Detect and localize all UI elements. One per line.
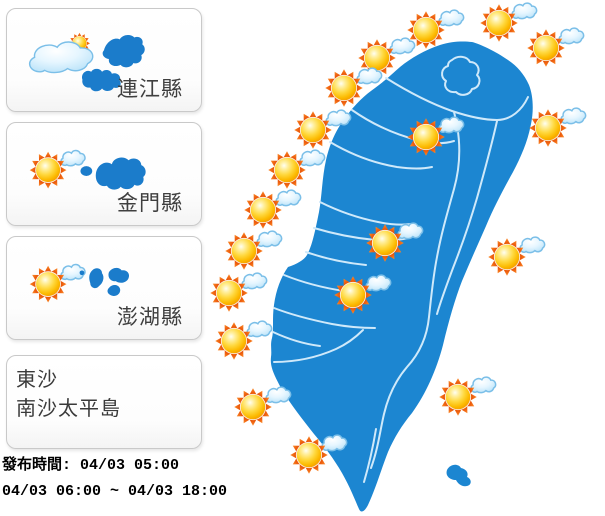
sunny-with-cloud-icon	[526, 27, 585, 68]
sunny-with-cloud-icon	[487, 236, 546, 277]
valid-period-line: 04/03 06:00 ~ 04/03 18:00	[2, 483, 228, 500]
sunny-with-cloud-icon	[28, 149, 86, 190]
island-box-label: 連江縣	[117, 78, 183, 101]
cloudy-with-sun-icon	[28, 32, 94, 74]
dongsha-label: 東沙	[16, 369, 58, 391]
island-box-label: 金門縣	[117, 192, 183, 215]
sunny-with-cloud-icon	[224, 230, 283, 271]
sunny-with-cloud-icon	[233, 386, 292, 427]
island-box-kinmen[interactable]: 金門縣	[6, 122, 202, 226]
sunny-with-cloud-icon	[209, 272, 268, 313]
island-box-penghu[interactable]: 澎湖縣	[6, 236, 202, 340]
island-box-dongsha-nansha[interactable]: 東沙 南沙太平島	[6, 355, 202, 449]
kinmen-box-art	[28, 149, 146, 190]
sunny-with-cloud-icon	[267, 149, 326, 190]
matsu-islands-shape	[82, 35, 145, 92]
nansha-taiping-label: 南沙太平島	[16, 398, 121, 420]
penghu-box-art	[28, 263, 130, 304]
penghu-islands-shape	[79, 267, 130, 296]
sunny-with-cloud-icon	[438, 376, 497, 417]
sunny-with-cloud-icon	[528, 107, 587, 148]
lanyu-island-shape[interactable]	[446, 464, 471, 487]
kinmen-islands-shape	[80, 157, 146, 190]
island-box-label: 澎湖縣	[117, 306, 183, 329]
sunny-with-cloud-icon	[243, 189, 302, 230]
sunny-with-cloud-icon	[479, 2, 538, 43]
sunny-with-cloud-icon	[214, 320, 273, 361]
island-box-lienchiang[interactable]: 連江縣	[6, 8, 202, 112]
lienchiang-box-art	[28, 32, 145, 92]
county-border-lines	[272, 55, 529, 483]
issue-time-line: 發布時間: 04/03 05:00	[2, 457, 180, 474]
issue-time-block: 發布時間: 04/03 05:00 04/03 06:00 ~ 04/03 18…	[2, 453, 227, 505]
sunny-with-cloud-icon	[28, 263, 86, 304]
taiwan-island-shape[interactable]	[270, 41, 533, 512]
